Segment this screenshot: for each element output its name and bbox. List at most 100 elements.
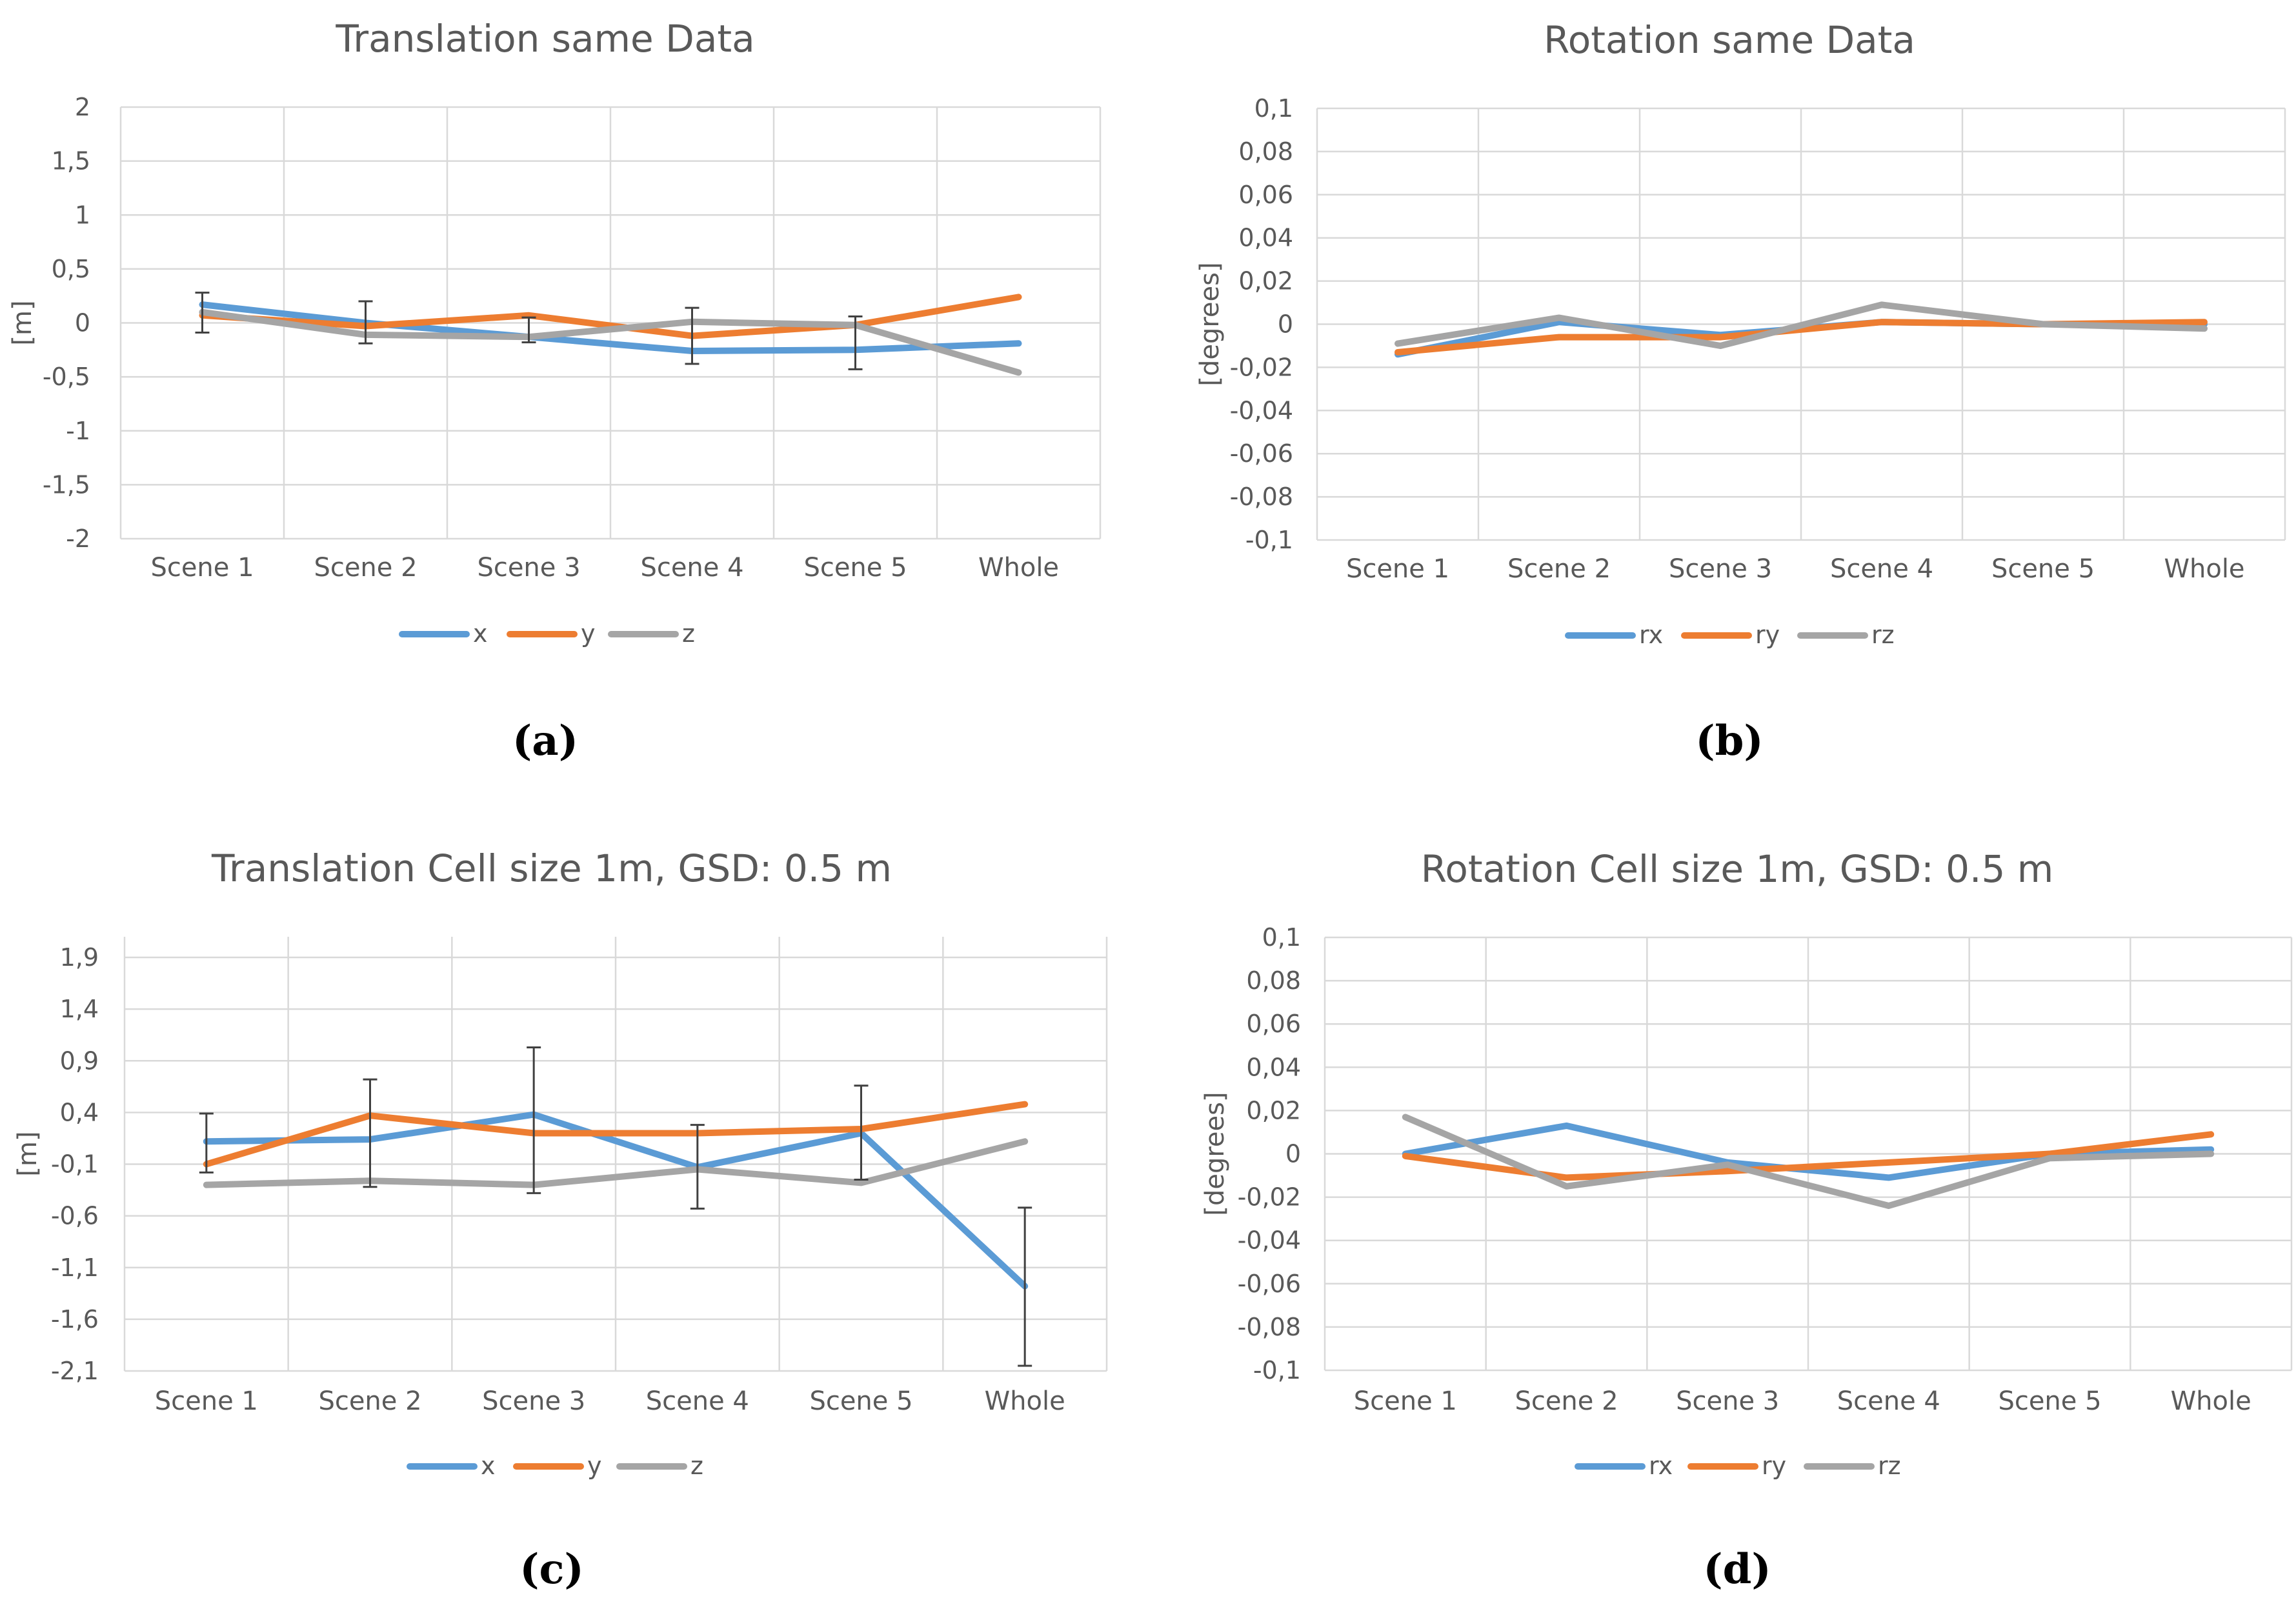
y-tick-label: 0,04 (1238, 224, 1293, 252)
y-tick-label: 0,02 (1246, 1096, 1301, 1124)
y-tick-label: 1 (75, 201, 90, 229)
y-axis-label: [m] (8, 300, 37, 345)
y-axis-label: [degrees] (1200, 1092, 1230, 1215)
y-tick-label: -0,1 (1245, 526, 1293, 554)
x-tick-label: Scene 4 (1837, 1386, 1940, 1416)
panel-caption: (c) (519, 1545, 584, 1594)
y-tick-label: -0,08 (1238, 1313, 1301, 1341)
series-line-y (199, 294, 1022, 339)
chart-title: Translation Cell size 1m, GSD: 0.5 m (211, 846, 892, 890)
legend-label: x (481, 1452, 496, 1480)
y-tick-label: 0,1 (1262, 923, 1301, 952)
error-bar (199, 1112, 214, 1174)
y-tick-label: 0,06 (1238, 181, 1293, 209)
x-tick-label: Whole (2164, 554, 2244, 584)
error-bar (527, 1046, 541, 1194)
x-tick-label: Whole (985, 1386, 1065, 1416)
error-bar (363, 1078, 378, 1188)
y-tick-label: 0 (1278, 310, 1293, 339)
legend: rx ry rz (1565, 621, 1895, 649)
error-bar (195, 292, 210, 334)
x-tick-label: Scene 1 (1354, 1386, 1457, 1416)
series-line-x (199, 301, 1022, 354)
series-line-rz (1402, 1114, 2215, 1209)
legend-label: z (682, 619, 695, 648)
y-tick-label: 0 (1285, 1140, 1301, 1168)
y-tick-label: 1,5 (52, 147, 90, 175)
x-tick-label: Scene 3 (1676, 1386, 1779, 1416)
error-bar (521, 316, 536, 344)
y-tick-label: -0,1 (1253, 1356, 1301, 1384)
legend-label: rz (1878, 1452, 1901, 1480)
y-tick-label: -1,5 (43, 470, 90, 499)
y-tick-label: -1,6 (51, 1305, 99, 1334)
chart-panel-1: Translation same Data [m] 2 1,5 1 0,5 0 -0,5 -1 -… (8, 17, 1102, 765)
x-tick-label: Scene 1 (150, 553, 254, 583)
x-tick-label: Scene 2 (1515, 1386, 1618, 1416)
x-tick-label: Scene 2 (318, 1386, 421, 1416)
legend-label: rz (1871, 621, 1895, 649)
legend: rx ry rz (1575, 1452, 1901, 1480)
series-line-y (203, 1101, 1029, 1168)
y-axis-label: [degrees] (1195, 262, 1225, 386)
chart-panel-3: Translation Cell size 1m, GSD: 0.5 m [m] 1… (13, 846, 1108, 1594)
y-tick-label: 0,5 (52, 255, 90, 283)
x-tick-label: Scene 2 (314, 553, 417, 583)
x-tick-label: Scene 3 (482, 1386, 585, 1416)
legend-label: x (473, 619, 488, 648)
series-line-x (203, 1111, 1029, 1290)
error-bar (685, 306, 700, 365)
y-tick-label: -1,1 (51, 1254, 99, 1282)
legend-label: rx (1639, 621, 1663, 649)
y-tick-label: -0,04 (1238, 1226, 1301, 1255)
y-tick-label: -0,06 (1238, 1270, 1301, 1298)
series-line-rz (1395, 301, 2208, 349)
error-bar (358, 300, 373, 345)
y-tick-label: 2 (75, 93, 90, 121)
panel-caption: (a) (512, 717, 578, 765)
x-tick-label: Scene 5 (1998, 1386, 2101, 1416)
y-axis-label: [m] (13, 1131, 43, 1176)
y-tick-label: -2 (66, 525, 90, 553)
x-tick-label: Scene 5 (803, 553, 907, 583)
x-tick-label: Whole (978, 553, 1059, 583)
y-tick-label: 0,08 (1246, 966, 1301, 995)
error-bar (1018, 1206, 1032, 1367)
chart-title: Rotation same Data (1544, 18, 1915, 62)
legend-label: ry (1755, 621, 1780, 649)
chart-panel-2: Rotation same Data [degrees] 0,1 0,08 0,06 0,… (1195, 18, 2286, 765)
x-tick-label: Scene 3 (477, 553, 580, 583)
legend: x y z (399, 619, 695, 648)
x-tick-label: Whole (2171, 1386, 2251, 1416)
y-tick-label: 0,02 (1238, 267, 1293, 295)
series-line-z (199, 308, 1022, 376)
y-tick-label: 0 (75, 309, 90, 337)
y-tick-label: 1,9 (60, 943, 99, 972)
y-tick-label: -2,1 (51, 1357, 99, 1385)
y-tick-label: 0,4 (60, 1098, 99, 1126)
legend-label: z (690, 1452, 703, 1480)
panel-caption: (d) (1703, 1545, 1771, 1594)
y-tick-label: -0,5 (43, 363, 90, 391)
y-tick-label: -0,02 (1238, 1183, 1301, 1212)
x-tick-label: Scene 3 (1669, 554, 1772, 584)
y-tick-label: 0,9 (60, 1046, 99, 1075)
error-bar (848, 315, 863, 370)
y-tick-label: -1 (66, 417, 90, 445)
legend-label: ry (1762, 1452, 1786, 1480)
legend-label: rx (1649, 1452, 1673, 1480)
y-tick-label: 1,4 (60, 995, 99, 1023)
y-tick-label: 0,1 (1254, 94, 1293, 123)
chart-title: Translation same Data (335, 17, 754, 61)
x-tick-label: Scene 1 (1346, 554, 1449, 584)
series-line-z (203, 1138, 1029, 1188)
error-bar (690, 1124, 705, 1210)
x-tick-label: Scene 2 (1507, 554, 1611, 584)
y-tick-label: -0,08 (1230, 483, 1293, 511)
legend: x y z (407, 1452, 703, 1480)
error-bar (854, 1084, 869, 1181)
y-tick-label: -0,04 (1230, 396, 1293, 425)
x-tick-label: Scene 5 (1991, 554, 2095, 584)
y-tick-label: -0,06 (1230, 439, 1293, 468)
